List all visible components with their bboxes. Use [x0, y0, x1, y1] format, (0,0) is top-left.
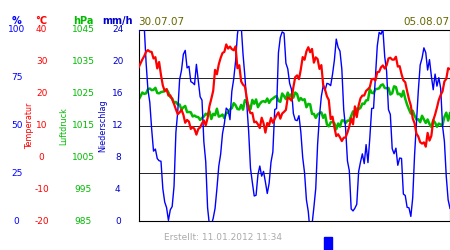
Text: -20: -20 [34, 217, 49, 226]
Text: 0: 0 [115, 217, 121, 226]
Text: 16: 16 [112, 89, 124, 98]
Text: 1045: 1045 [72, 26, 94, 35]
Text: 75: 75 [11, 73, 22, 82]
Text: 12: 12 [112, 121, 123, 130]
Text: Luftdruck: Luftdruck [59, 107, 68, 144]
Text: Niederschlag: Niederschlag [98, 99, 107, 152]
Text: 1035: 1035 [72, 58, 94, 66]
Text: 1015: 1015 [72, 121, 94, 130]
Text: 20: 20 [36, 89, 47, 98]
Text: 24: 24 [112, 26, 123, 35]
Text: -10: -10 [34, 185, 49, 194]
Text: 25: 25 [11, 169, 22, 178]
Text: 0: 0 [39, 153, 45, 162]
Text: 40: 40 [36, 26, 47, 35]
Text: 30.07.07: 30.07.07 [139, 17, 184, 27]
Text: 50: 50 [11, 121, 22, 130]
Text: °C: °C [36, 16, 48, 26]
Text: 0: 0 [14, 217, 19, 226]
Text: 8: 8 [115, 153, 121, 162]
Text: 30: 30 [36, 58, 47, 66]
Text: 05.08.07: 05.08.07 [404, 17, 450, 27]
Text: mm/h: mm/h [103, 16, 133, 26]
Text: 985: 985 [75, 217, 92, 226]
Text: 1025: 1025 [72, 89, 94, 98]
Text: Temperatur: Temperatur [25, 102, 34, 149]
Text: 995: 995 [75, 185, 92, 194]
Text: hPa: hPa [73, 16, 93, 26]
Text: 20: 20 [112, 58, 123, 66]
Bar [324, 236, 332, 250]
Text: 10: 10 [36, 121, 47, 130]
Text: 100: 100 [8, 26, 25, 35]
Text: %: % [12, 16, 22, 26]
Text: Erstellt: 11.01.2012 11:34: Erstellt: 11.01.2012 11:34 [163, 234, 282, 242]
Text: 1005: 1005 [72, 153, 94, 162]
Text: 4: 4 [115, 185, 121, 194]
